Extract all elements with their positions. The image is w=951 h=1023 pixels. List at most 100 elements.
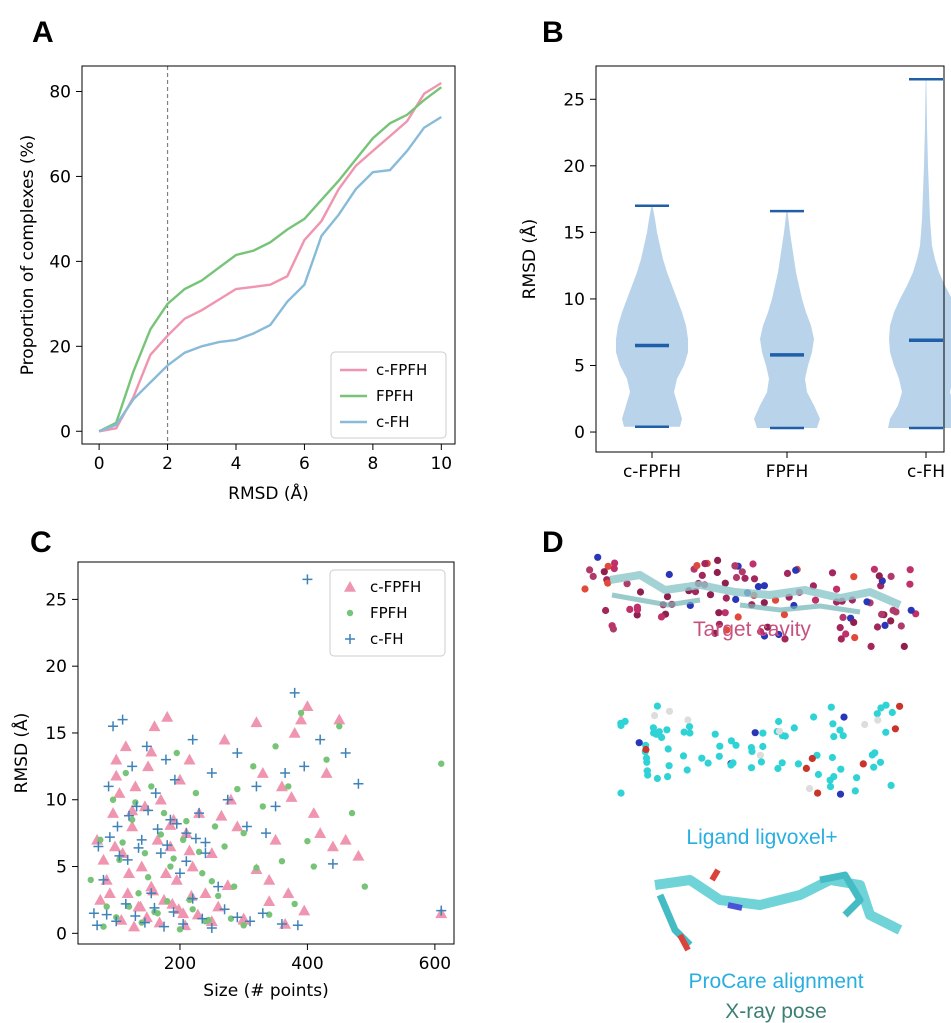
point-c-fpfh: [148, 720, 160, 731]
cavity-sphere: [722, 609, 729, 616]
point-c-fpfh: [97, 854, 109, 865]
y-tick-label: 5: [56, 858, 67, 878]
y-axis-label: Proportion of complexes (%): [18, 135, 38, 376]
cavity-sphere: [850, 573, 857, 580]
point-c-fh: [104, 781, 114, 791]
ligand-voxel: [888, 782, 895, 789]
chart-a: 0 2 4 6 8 10020406080RMSD (Å)Proportion of co…: [18, 66, 455, 504]
point-c-fh: [200, 837, 210, 847]
molecule-panel-d: [581, 554, 919, 950]
ligand-voxel: [664, 773, 671, 780]
point-fpfh: [145, 874, 151, 880]
point-fpfh: [167, 863, 173, 869]
point-c-fh: [181, 856, 191, 866]
y-tick-label: 5: [574, 356, 585, 376]
ligand-voxel: [642, 746, 649, 753]
y-axis-label: RMSD (Å): [10, 713, 32, 794]
cavity-sphere: [714, 557, 721, 564]
cavity-sphere: [626, 606, 633, 613]
cavity-sphere: [871, 566, 878, 573]
y-tick-label: 20: [563, 157, 585, 177]
cavity-sphere: [881, 622, 888, 629]
point-fpfh: [100, 923, 106, 929]
ligand-voxel: [815, 771, 822, 778]
cavity-sphere: [812, 597, 819, 604]
point-c-fpfh: [155, 794, 167, 805]
ligand-voxel: [837, 766, 844, 773]
ligand-voxel: [829, 754, 836, 761]
cavity-sphere: [634, 604, 641, 611]
cavity-sphere: [733, 574, 740, 581]
point-fpfh: [291, 901, 297, 907]
point-c-fpfh: [122, 887, 134, 898]
panel-letter-b: B: [542, 16, 564, 49]
ligand-voxel: [643, 759, 650, 766]
point-c-fpfh: [184, 754, 196, 765]
y-tick-label: 25: [45, 590, 67, 610]
ligand-voxel: [803, 765, 810, 772]
panel-letter-d: D: [542, 526, 564, 559]
point-fpfh: [336, 723, 342, 729]
cavity-sphere: [610, 625, 617, 632]
point-fpfh: [177, 926, 183, 932]
ligand-voxel: [654, 703, 661, 710]
ligand-voxel: [684, 716, 691, 723]
ligand-voxel: [759, 730, 766, 737]
point-c-fh: [302, 574, 312, 584]
ligand-voxel: [680, 752, 687, 759]
cavity-sphere: [590, 573, 597, 580]
ligand-voxel: [665, 745, 672, 752]
violin-fpfh: [754, 211, 820, 428]
ligand-voxel: [869, 751, 876, 758]
point-c-fpfh: [333, 714, 345, 725]
point-c-fh: [89, 908, 99, 918]
point-c-fh: [290, 688, 300, 698]
ligand-voxel: [617, 722, 624, 729]
ligand-voxel: [698, 755, 705, 762]
point-c-fpfh: [128, 921, 140, 932]
cavity-sphere: [664, 593, 671, 600]
point-c-fpfh: [308, 807, 320, 818]
cavity-sphere: [833, 586, 840, 593]
ligand-voxel: [656, 728, 663, 735]
point-c-fpfh: [94, 894, 106, 905]
point-c-fh: [151, 788, 161, 798]
point-fpfh: [215, 893, 221, 899]
point-c-fh: [130, 911, 140, 921]
point-fpfh: [196, 849, 202, 855]
point-c-fpfh: [107, 807, 119, 818]
point-c-fh: [92, 920, 102, 930]
point-c-fpfh: [314, 827, 326, 838]
point-c-fh: [113, 821, 123, 831]
chart-b: 0 5 10 15 20 25 c-FPFH FPFH c-FH RMSD (Å): [518, 66, 951, 482]
point-fpfh: [180, 837, 186, 843]
ligand-voxel: [663, 726, 670, 733]
cavity-sphere: [707, 591, 714, 598]
x-tick-label: 200: [164, 954, 196, 974]
point-c-fpfh: [199, 887, 211, 898]
cavity-sphere: [907, 566, 914, 573]
cavity-sphere: [792, 567, 799, 574]
ligand-voxel: [852, 787, 859, 794]
cavity-sphere: [611, 560, 618, 567]
cavity-sphere: [838, 635, 845, 642]
point-c-fh: [315, 735, 325, 745]
ligand-voxel: [882, 729, 889, 736]
ligand-voxel: [840, 714, 847, 721]
point-c-fh: [102, 910, 112, 920]
caption-procare-alignment: ProCare alignment: [688, 970, 863, 993]
ligand-voxel: [810, 713, 817, 720]
x-tick-label: 8: [367, 454, 378, 474]
cavity-sphere: [892, 608, 899, 615]
point-c-fpfh: [231, 820, 243, 831]
ligand-voxel: [874, 717, 881, 724]
cavity-sphere: [739, 568, 746, 575]
cavity-sphere: [602, 607, 609, 614]
y-tick-label: 40: [49, 252, 71, 272]
point-c-fh: [191, 833, 201, 843]
point-fpfh: [190, 906, 196, 912]
y-tick-label: 20: [49, 337, 71, 357]
panel-letter-c: C: [30, 526, 52, 559]
point-fpfh: [174, 750, 180, 756]
